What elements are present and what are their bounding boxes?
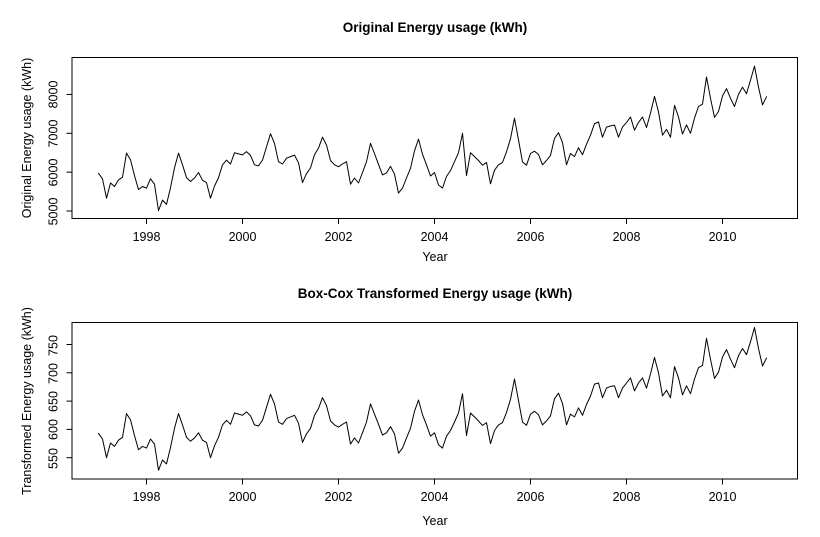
y-tick-label: 7000: [46, 119, 61, 148]
x-tick-label: 2004: [420, 230, 449, 244]
y-axis-label-original: Original Energy usage (kWh): [20, 57, 34, 219]
chart-title-original: Original Energy usage (kWh): [342, 20, 528, 35]
x-axis-label-transformed: Year: [422, 514, 448, 528]
x-tick-label: 2010: [708, 490, 737, 504]
series-line-original: [98, 65, 767, 212]
x-tick-label: 2000: [228, 230, 257, 244]
chart-frame-0: [71, 57, 798, 219]
y-axis-label-transformed: Transformed Energy usage (kWh): [20, 307, 34, 495]
x-tick-label: 1998: [132, 490, 161, 504]
x-tick-label: 2008: [612, 230, 641, 244]
y-tick-label: 750: [46, 334, 61, 356]
x-tick-label: 2010: [708, 230, 737, 244]
x-tick-label: 2004: [420, 490, 449, 504]
series-line-transformed: [98, 327, 767, 471]
y-tick-label: 8000: [46, 80, 61, 109]
chart-title-transformed: Box-Cox Transformed Energy usage (kWh): [297, 286, 573, 301]
chart-frame-1: [71, 322, 798, 480]
x-tick-label: 2002: [324, 230, 353, 244]
x-tick-label: 2008: [612, 490, 641, 504]
x-tick-label: 1998: [132, 230, 161, 244]
x-tick-label: 2006: [516, 490, 545, 504]
y-tick-label: 5000: [46, 197, 61, 226]
x-tick-label: 2002: [324, 490, 353, 504]
y-tick-label: 6000: [46, 158, 61, 187]
x-tick-label: 2006: [516, 230, 545, 244]
x-axis-label-original: Year: [422, 250, 448, 264]
x-tick-label: 2000: [228, 490, 257, 504]
